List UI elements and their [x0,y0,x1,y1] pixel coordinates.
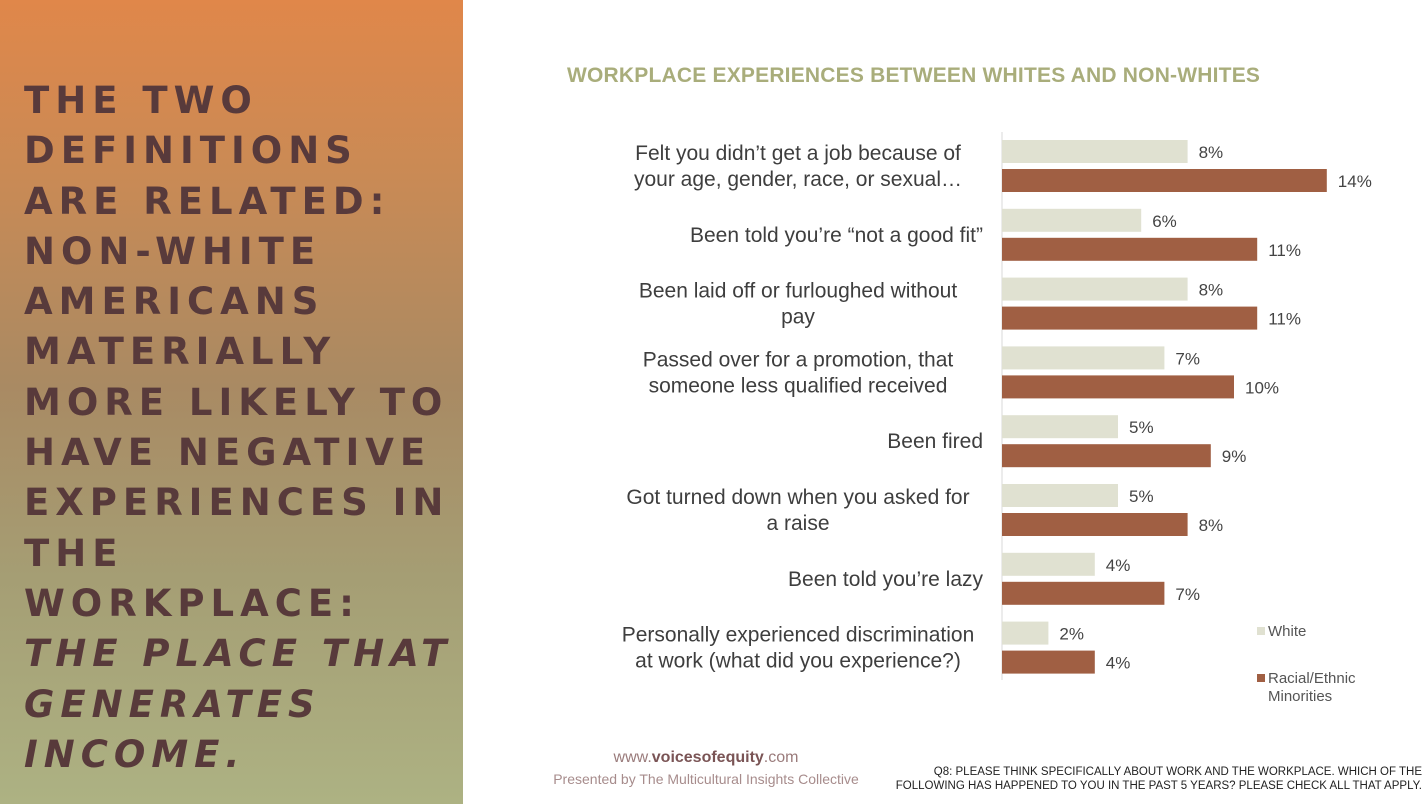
bar-white [1002,208,1142,232]
headline-panel: The two definitions are related: Non-whi… [0,0,463,804]
footer-question-note: Q8: PLEASE THINK SPECIFICALLY ABOUT WORK… [882,765,1422,793]
category-label: your age, gender, race, or sexual… [634,168,962,191]
data-label: 5% [1129,418,1154,437]
category-label: Got turned down when you asked for [626,486,969,509]
bar-white [1002,484,1118,507]
bar-white [1002,140,1188,163]
data-label: 14% [1338,172,1372,191]
data-label: 4% [1106,556,1131,575]
footer-question-line-2: FOLLOWING HAS HAPPENED TO YOU IN THE PAS… [895,780,1422,792]
legend-label: Racial/Ethnic [1268,670,1356,687]
footer-url-suffix: .com [763,749,799,766]
headline-main: The two definitions are related: Non-whi… [24,79,450,625]
category-label: Felt you didn’t get a job because of [635,142,961,165]
data-label: 8% [1199,143,1224,162]
bar-minorities [1002,169,1327,192]
data-label: 7% [1175,349,1200,368]
footer-presented-by: Presented by The Multicultural Insights … [553,771,859,787]
footer-website[interactable]: www.voicesofequity.com [548,749,864,767]
chart-title: WORKPLACE EXPERIENCES BETWEEN WHITES AND… [567,64,1261,87]
data-label: 5% [1129,487,1154,506]
data-label: 11% [1268,310,1301,329]
data-label: 4% [1106,654,1131,673]
data-label: 8% [1199,516,1224,535]
bar-minorities [1002,513,1188,536]
category-label: pay [781,306,815,329]
category-label: Been laid off or furloughed without [639,280,957,303]
category-label: Been told you’re “not a good fit” [690,224,983,247]
bar-white [1002,346,1165,370]
bar-white [1002,621,1049,645]
data-label: 2% [1059,625,1084,644]
category-label: a raise [766,512,829,535]
headline-text: The two definitions are related: Non-whi… [24,76,454,780]
data-label: 7% [1175,585,1200,604]
category-label: someone less qualified received [649,374,948,397]
legend-swatch-minorities [1257,674,1265,682]
bar-minorities [1002,306,1258,330]
category-label: at work (what did you experience?) [635,650,961,673]
category-label: Been told you’re lazy [788,568,983,591]
bar-minorities [1002,444,1211,468]
footer-question-line-1: Q8: PLEASE THINK SPECIFICALLY ABOUT WORK… [933,766,1422,778]
data-label: 8% [1199,281,1224,300]
data-label: 6% [1152,212,1177,231]
footer-url-brand: voicesofequity [651,749,764,766]
bar-white [1002,552,1095,576]
bar-minorities [1002,650,1095,674]
footer-url-prefix: www. [613,749,652,766]
data-label: 9% [1222,447,1247,466]
data-label: 10% [1245,378,1279,397]
bar-minorities [1002,581,1165,605]
data-label: 11% [1268,241,1301,260]
headline-emphasis: the place that generates income. [24,632,453,776]
bar-minorities [1002,375,1234,399]
legend-label: Minorities [1268,688,1332,705]
bar-white [1002,277,1188,301]
category-label: Passed over for a promotion, that [643,348,954,371]
legend-swatch-white [1257,627,1265,635]
legend-label: White [1268,623,1306,640]
category-label: Personally experienced discrimination [622,624,975,647]
bar-minorities [1002,237,1258,261]
bar-white [1002,415,1118,439]
category-label: Been fired [887,430,983,453]
